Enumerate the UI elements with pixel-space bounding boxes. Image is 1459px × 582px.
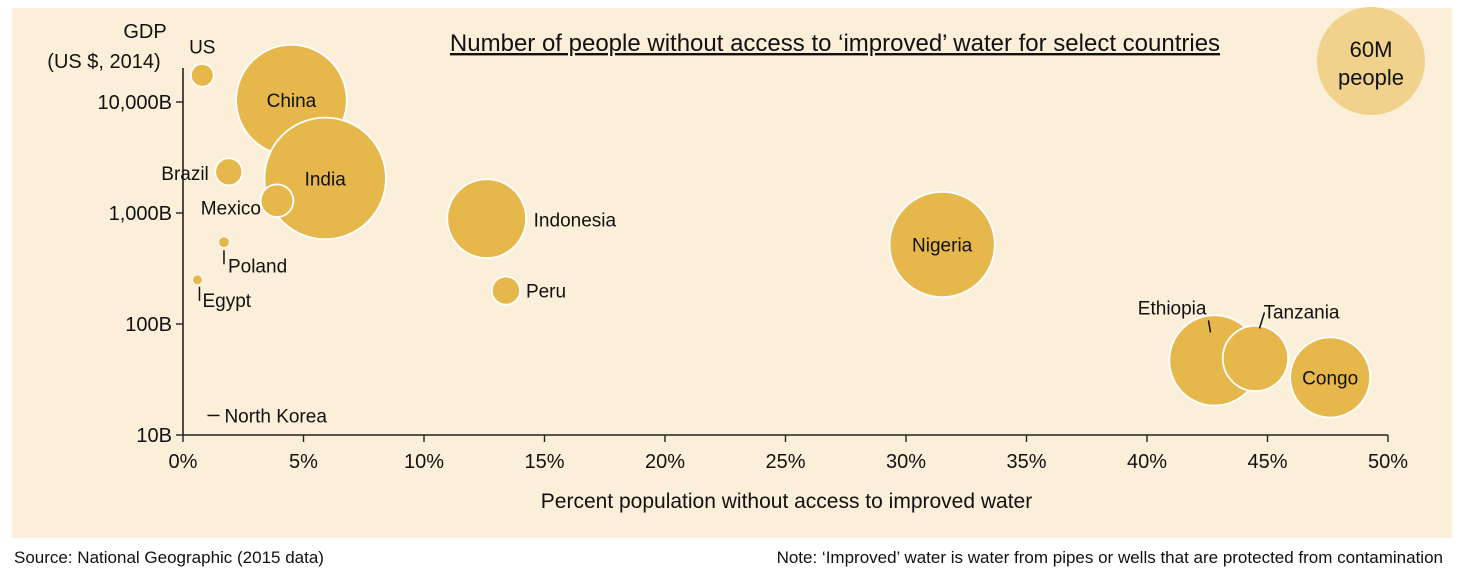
bubble-egypt xyxy=(192,274,203,286)
chart-labels: US China India Brazil Mexico Poland Egypt North… xyxy=(161,37,1358,427)
y-axis-label-line1: GDP xyxy=(123,21,166,43)
bubble-brazil xyxy=(214,157,244,187)
label-china: China xyxy=(267,91,317,112)
x-tick-label: 45% xyxy=(1247,451,1287,473)
x-tick-label: 40% xyxy=(1127,451,1167,473)
label-mexico: Mexico xyxy=(201,199,261,220)
label-north-korea: North Korea xyxy=(224,406,327,427)
label-peru: Peru xyxy=(526,282,566,303)
y-tick-label: 100B xyxy=(125,314,172,336)
x-tick-label: 30% xyxy=(886,451,926,473)
legend-bubble xyxy=(1317,7,1425,115)
x-axis-label: Percent population without access to imp… xyxy=(541,490,1032,513)
label-nigeria: Nigeria xyxy=(912,236,973,257)
bubble-nigeria xyxy=(888,190,996,299)
x-tick-label: 50% xyxy=(1368,451,1408,473)
footnote: Note: ‘Improved’ water is water from pip… xyxy=(776,548,1443,567)
x-tick-label: 35% xyxy=(1006,451,1046,473)
chart-bubbles xyxy=(189,43,1372,419)
y-tick-label: 10B xyxy=(136,425,172,447)
y-tick-label: 1,000B xyxy=(109,203,172,225)
bubble-india xyxy=(263,116,387,241)
y-tick-label: 10,000B xyxy=(97,92,172,114)
legend-label-amount: 60M xyxy=(1350,37,1393,62)
chart-title: Number of people without access to ‘impr… xyxy=(450,30,1220,57)
bubble-peru xyxy=(490,275,521,306)
x-tick-label: 10% xyxy=(404,451,444,473)
x-tick-label: 20% xyxy=(645,451,685,473)
x-tick-label: 25% xyxy=(765,451,805,473)
x-tick-label: 5% xyxy=(289,451,318,473)
bubble-congo xyxy=(1289,336,1372,419)
label-ethiopia: Ethiopia xyxy=(1138,298,1207,319)
label-egypt: Egypt xyxy=(202,291,251,312)
leader-line-ethiopia xyxy=(1207,320,1212,333)
label-poland: Poland xyxy=(228,256,287,277)
source-note: Source: National Geographic (2015 data) xyxy=(14,548,324,567)
y-axis-label-line2: (US $, 2014) xyxy=(47,51,160,73)
x-tick-label: 15% xyxy=(524,451,564,473)
x-tick-label: 0% xyxy=(169,451,198,473)
legend-label-unit: people xyxy=(1338,65,1404,90)
chart-axes: 0% 5% 10% 15% 20% 25% 30% 35% 40% 45% 50% 10B 100B 1,… xyxy=(97,68,1408,473)
label-congo: Congo xyxy=(1302,368,1358,389)
bubble-poland xyxy=(218,236,230,249)
label-tanzania: Tanzania xyxy=(1263,302,1339,323)
bubble-mexico xyxy=(259,183,295,218)
label-us: US xyxy=(189,37,215,58)
size-legend: 60M people xyxy=(1317,7,1425,115)
bubble-indonesia xyxy=(446,178,527,259)
label-brazil: Brazil xyxy=(161,164,209,185)
label-india: India xyxy=(305,169,347,190)
bubble-us xyxy=(189,62,215,88)
label-indonesia: Indonesia xyxy=(534,211,617,232)
bubble-tanzania xyxy=(1221,324,1290,392)
leader-line-tanzania xyxy=(1258,312,1266,329)
